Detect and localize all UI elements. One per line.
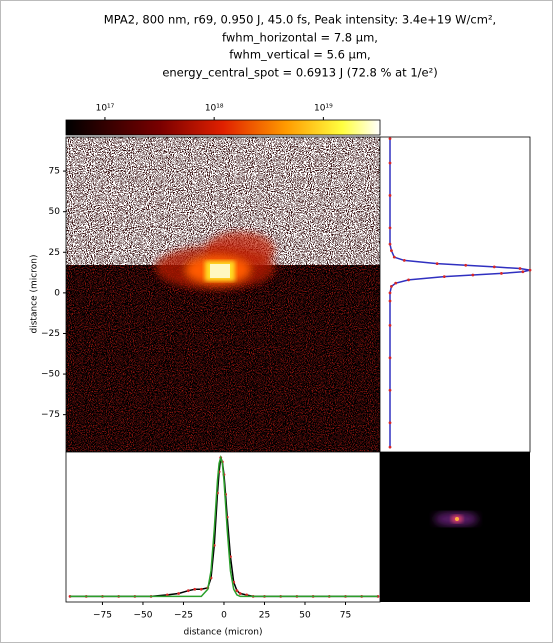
x-tick-label: 25 <box>259 611 270 621</box>
profile-point <box>388 194 392 197</box>
x-tick-label: 75 <box>340 611 351 621</box>
y-tick-label: 50 <box>49 207 61 217</box>
profile-point <box>235 589 239 593</box>
y-tick-label: −25 <box>41 329 60 339</box>
profile-point <box>402 259 406 262</box>
y-tick-label: −50 <box>41 370 60 380</box>
profile-point <box>464 263 468 267</box>
spot-image <box>380 452 530 602</box>
x-tick-label: −25 <box>174 611 193 621</box>
title-line: fwhm_vertical = 5.6 μm, <box>229 48 370 62</box>
title: MPA2, 800 nm, r69, 0.950 J, 45.0 fs, Pea… <box>104 13 496 80</box>
profile-point <box>388 226 392 230</box>
profile-point <box>518 267 522 270</box>
y-tick-label: 25 <box>49 248 60 258</box>
profile-point <box>392 255 396 259</box>
x-tick-label: 50 <box>299 611 311 621</box>
profile-point <box>394 281 398 285</box>
profile-point <box>388 161 392 165</box>
y-tick-label: 0 <box>54 288 60 298</box>
vertical-profile-frame <box>379 136 531 453</box>
profile-point <box>492 265 496 269</box>
profile-point <box>388 421 392 425</box>
profile-point <box>388 299 392 303</box>
title-line: energy_central_spot = 0.6913 J (72.8 % a… <box>162 66 437 80</box>
y-tick-label: −75 <box>41 410 60 420</box>
profile-point <box>186 589 190 593</box>
profile-point <box>435 262 439 266</box>
x-tick-label: −75 <box>93 611 112 621</box>
profile-point <box>199 587 203 591</box>
profile-point <box>500 271 503 275</box>
x-axis-label: distance (micron) <box>184 628 263 638</box>
profile-point <box>388 291 392 295</box>
profile-point <box>390 249 393 253</box>
y-tick-label: 75 <box>49 167 60 177</box>
profile-point <box>388 445 392 449</box>
profile-point <box>471 273 475 277</box>
x-tick-label: −50 <box>133 611 152 621</box>
colorbar-tick-label: 10¹⁸ <box>205 104 224 114</box>
profile-point <box>177 592 181 595</box>
heatmap-image <box>66 137 380 452</box>
profile-point <box>388 388 392 392</box>
colorbar <box>65 119 381 136</box>
profile-point <box>388 137 392 141</box>
y-axis-label: distance (micron) <box>30 255 40 334</box>
x-tick-label: 0 <box>221 611 227 621</box>
profile-point <box>390 284 393 288</box>
colorbar-tick-label: 10¹⁹ <box>314 104 333 114</box>
profile-line <box>70 454 378 598</box>
profile-point <box>528 268 532 272</box>
profile-point <box>193 587 197 591</box>
profile-point <box>238 592 242 595</box>
title-line: fwhm_horizontal = 7.8 μm, <box>222 31 378 45</box>
colorbar-tick-label: 10¹⁷ <box>96 104 115 114</box>
title-line: MPA2, 800 nm, r69, 0.950 J, 45.0 fs, Pea… <box>104 13 496 27</box>
profile-point <box>388 356 392 360</box>
profile-point <box>407 278 410 282</box>
profile-point <box>388 323 392 327</box>
profile-point <box>388 242 392 246</box>
profile-point <box>521 270 525 274</box>
profile-point <box>442 275 446 279</box>
